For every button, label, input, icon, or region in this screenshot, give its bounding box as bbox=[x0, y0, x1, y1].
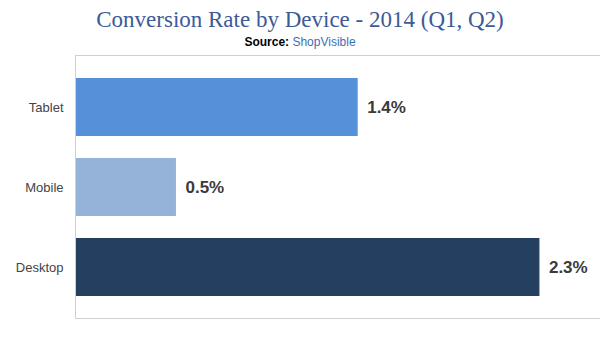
svg-text:Desktop: Desktop bbox=[16, 260, 64, 275]
svg-text:0.5%: 0.5% bbox=[185, 178, 224, 197]
svg-text:Mobile: Mobile bbox=[25, 180, 63, 195]
html-text:Conversion Rate by Device - 20: Conversion Rate by Device - 2014 (Q1, Q2… bbox=[96, 7, 504, 32]
svg-text:2.3%: 2.3% bbox=[549, 258, 588, 277]
svg-text:Tablet: Tablet bbox=[29, 100, 64, 115]
html-text:Source: ShopVisible: Source: ShopVisible bbox=[244, 35, 356, 49]
svg-text:1.4%: 1.4% bbox=[367, 98, 406, 117]
